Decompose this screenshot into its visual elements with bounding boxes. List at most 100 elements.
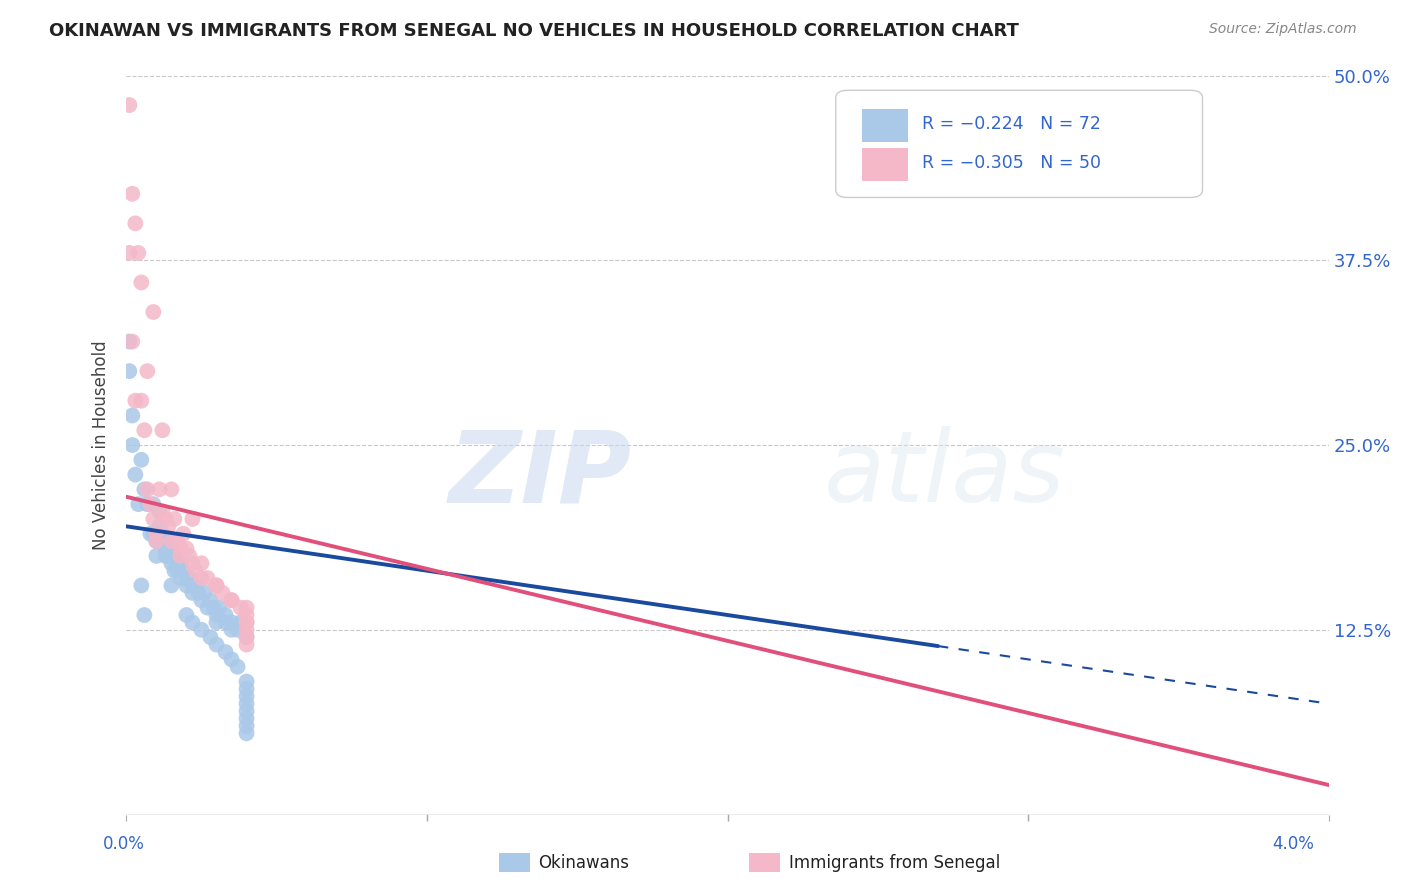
Point [235, 690, 257, 704]
Point [181, 512, 204, 526]
Point [139, 526, 162, 541]
Point [139, 497, 162, 511]
Point [211, 586, 233, 600]
Point [226, 623, 249, 637]
Point [190, 623, 212, 637]
Point [155, 541, 177, 556]
Point [127, 246, 149, 260]
Point [163, 564, 186, 578]
Point [221, 652, 243, 666]
Point [229, 615, 252, 630]
Point [142, 497, 165, 511]
Point [205, 615, 228, 630]
Point [235, 697, 257, 711]
Point [160, 556, 183, 570]
Point [166, 556, 188, 570]
Text: Immigrants from Senegal: Immigrants from Senegal [789, 854, 1000, 871]
Point [118, 364, 141, 378]
Point [176, 607, 198, 622]
Point [145, 526, 167, 541]
Point [169, 549, 191, 563]
Point [181, 556, 204, 570]
Y-axis label: No Vehicles in Household: No Vehicles in Household [93, 340, 110, 549]
Point [190, 556, 212, 570]
Point [226, 659, 249, 673]
Point [124, 467, 146, 482]
Point [157, 549, 180, 563]
Point [200, 630, 222, 644]
Point [160, 534, 183, 549]
Point [155, 512, 177, 526]
Bar [862, 148, 908, 181]
Text: 0.0%: 0.0% [103, 835, 145, 853]
Point [235, 623, 257, 637]
Point [148, 504, 170, 518]
Text: ZIP: ZIP [449, 426, 631, 523]
Text: Okinawans: Okinawans [538, 854, 630, 871]
Point [176, 571, 198, 585]
Point [134, 607, 156, 622]
Point [131, 578, 153, 592]
Point [221, 623, 243, 637]
Text: R = −0.224   N = 72: R = −0.224 N = 72 [922, 114, 1101, 133]
Point [169, 571, 191, 585]
Point [190, 593, 212, 607]
Point [235, 607, 257, 622]
Point [145, 534, 167, 549]
Point [118, 246, 141, 260]
Point [172, 564, 194, 578]
Point [131, 276, 153, 290]
Point [169, 556, 191, 570]
Point [181, 586, 204, 600]
Point [131, 452, 153, 467]
Point [136, 497, 159, 511]
Point [131, 393, 153, 408]
Point [160, 541, 183, 556]
Point [160, 483, 183, 497]
Point [235, 630, 257, 644]
Point [235, 615, 257, 630]
Point [163, 549, 186, 563]
Point [187, 586, 209, 600]
Text: Source: ZipAtlas.com: Source: ZipAtlas.com [1209, 22, 1357, 37]
Point [150, 504, 173, 518]
Point [136, 483, 159, 497]
Point [208, 600, 231, 615]
Point [184, 564, 207, 578]
Point [150, 534, 173, 549]
Point [235, 674, 257, 689]
Point [124, 393, 146, 408]
Point [179, 549, 201, 563]
Point [176, 541, 198, 556]
Point [179, 571, 201, 585]
Point [142, 526, 165, 541]
Point [235, 630, 257, 644]
Point [118, 98, 141, 112]
Point [221, 593, 243, 607]
Point [136, 364, 159, 378]
Point [142, 305, 165, 319]
Text: 4.0%: 4.0% [1272, 835, 1315, 853]
Point [205, 578, 228, 592]
Point [134, 483, 156, 497]
Point [157, 534, 180, 549]
Point [121, 409, 143, 423]
Point [235, 726, 257, 740]
Point [124, 216, 146, 230]
Point [235, 719, 257, 733]
Point [235, 600, 257, 615]
Point [145, 534, 167, 549]
Point [150, 526, 173, 541]
Point [145, 526, 167, 541]
Point [205, 578, 228, 592]
Point [235, 704, 257, 718]
Point [121, 334, 143, 349]
Point [190, 571, 212, 585]
Point [121, 186, 143, 201]
Point [127, 497, 149, 511]
Point [148, 483, 170, 497]
Point [202, 600, 225, 615]
Point [221, 615, 243, 630]
Point [155, 549, 177, 563]
Point [148, 519, 170, 533]
